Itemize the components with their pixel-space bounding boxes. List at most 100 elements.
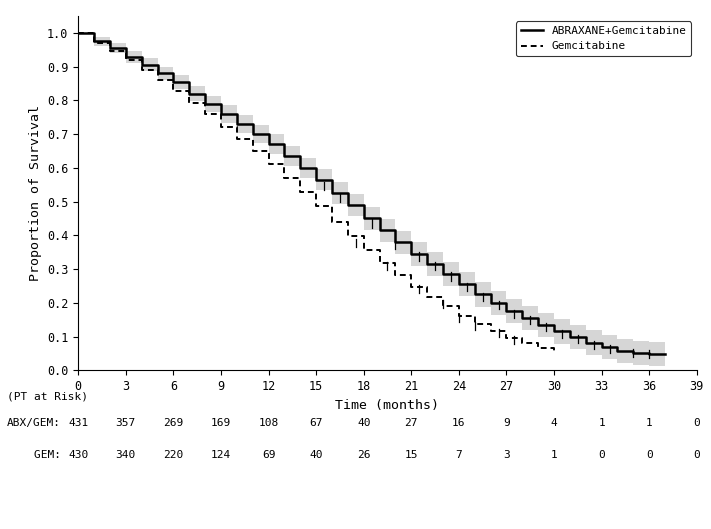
Gemcitabine <box>248 148 257 154</box>
Gemcitabine <box>486 328 495 334</box>
Gemcitabine <box>74 30 82 36</box>
ABRAXANE+Gemcitabine <box>106 45 114 51</box>
Gemcitabine <box>217 123 225 130</box>
Text: 27: 27 <box>405 418 418 428</box>
Text: 9: 9 <box>503 418 510 428</box>
ABRAXANE+Gemcitabine <box>391 239 400 245</box>
Gemcitabine <box>106 48 114 54</box>
ABRAXANE+Gemcitabine <box>74 30 82 36</box>
ABRAXANE+Gemcitabine <box>296 165 304 171</box>
ABRAXANE+Gemcitabine <box>454 281 463 287</box>
Text: 15: 15 <box>405 450 418 460</box>
Gemcitabine <box>439 303 447 309</box>
ABRAXANE+Gemcitabine <box>154 70 162 76</box>
Gemcitabine <box>518 340 527 346</box>
Text: 340: 340 <box>116 450 136 460</box>
Gemcitabine <box>471 321 479 327</box>
ABRAXANE+Gemcitabine <box>645 351 653 357</box>
Text: 4: 4 <box>550 418 557 428</box>
ABRAXANE+Gemcitabine <box>264 141 273 147</box>
ABRAXANE+Gemcitabine <box>534 322 542 328</box>
Text: 169: 169 <box>211 418 231 428</box>
ABRAXANE+Gemcitabine <box>169 78 178 85</box>
ABRAXANE+Gemcitabine <box>550 329 558 335</box>
Gemcitabine <box>407 284 415 290</box>
Gemcitabine <box>280 175 289 181</box>
Text: 16: 16 <box>452 418 466 428</box>
Text: 3: 3 <box>503 450 510 460</box>
ABRAXANE+Gemcitabine <box>185 90 193 97</box>
Gemcitabine <box>343 233 352 239</box>
Gemcitabine <box>296 189 304 195</box>
Text: 430: 430 <box>68 450 88 460</box>
ABRAXANE+Gemcitabine <box>248 131 257 137</box>
ABRAXANE+Gemcitabine <box>280 153 289 159</box>
Text: 124: 124 <box>211 450 231 460</box>
X-axis label: Time (months): Time (months) <box>336 398 439 412</box>
Gemcitabine <box>534 345 542 352</box>
ABRAXANE+Gemcitabine <box>217 111 225 117</box>
ABRAXANE+Gemcitabine <box>661 351 669 357</box>
ABRAXANE+Gemcitabine <box>502 308 510 314</box>
ABRAXANE+Gemcitabine <box>343 202 352 208</box>
Gemcitabine <box>185 100 193 106</box>
ABRAXANE+Gemcitabine <box>137 62 146 68</box>
Gemcitabine <box>550 350 558 356</box>
ABRAXANE+Gemcitabine <box>566 334 574 340</box>
ABRAXANE+Gemcitabine <box>471 291 479 297</box>
Y-axis label: Proportion of Survival: Proportion of Survival <box>28 105 41 281</box>
Gemcitabine <box>264 160 273 167</box>
Text: 0: 0 <box>598 450 605 460</box>
ABRAXANE+Gemcitabine <box>486 299 495 306</box>
Text: 220: 220 <box>164 450 183 460</box>
Gemcitabine <box>360 247 368 253</box>
ABRAXANE+Gemcitabine <box>439 271 447 277</box>
Text: (PT at Risk): (PT at Risk) <box>7 391 88 402</box>
Gemcitabine <box>137 67 146 73</box>
ABRAXANE+Gemcitabine <box>201 101 209 107</box>
Text: 0: 0 <box>646 450 653 460</box>
Gemcitabine <box>328 218 336 225</box>
Line: ABRAXANE+Gemcitabine: ABRAXANE+Gemcitabine <box>78 33 665 354</box>
ABRAXANE+Gemcitabine <box>613 348 621 354</box>
ABRAXANE+Gemcitabine <box>90 38 98 44</box>
Text: 26: 26 <box>357 450 370 460</box>
ABRAXANE+Gemcitabine <box>629 350 638 356</box>
Gemcitabine <box>502 335 510 341</box>
ABRAXANE+Gemcitabine <box>122 54 130 60</box>
Gemcitabine <box>391 272 400 278</box>
Gemcitabine <box>90 40 98 46</box>
Text: 67: 67 <box>309 418 323 428</box>
Gemcitabine <box>375 260 384 266</box>
Text: ABX/GEM:: ABX/GEM: <box>7 418 61 428</box>
Line: Gemcitabine: Gemcitabine <box>78 33 554 353</box>
Text: 1: 1 <box>598 418 605 428</box>
ABRAXANE+Gemcitabine <box>312 176 321 183</box>
ABRAXANE+Gemcitabine <box>232 121 241 127</box>
ABRAXANE+Gemcitabine <box>407 251 415 257</box>
Gemcitabine <box>122 57 130 63</box>
Text: 7: 7 <box>456 450 462 460</box>
Gemcitabine <box>201 111 209 117</box>
Text: 357: 357 <box>116 418 136 428</box>
Text: 269: 269 <box>164 418 183 428</box>
Text: 431: 431 <box>68 418 88 428</box>
Gemcitabine <box>169 88 178 94</box>
Gemcitabine <box>423 294 432 300</box>
ABRAXANE+Gemcitabine <box>597 344 606 351</box>
Text: 0: 0 <box>693 418 700 428</box>
Text: 0: 0 <box>693 450 700 460</box>
Text: 1: 1 <box>646 418 653 428</box>
Text: 108: 108 <box>258 418 279 428</box>
Gemcitabine <box>154 77 162 83</box>
Gemcitabine <box>454 313 463 319</box>
ABRAXANE+Gemcitabine <box>423 261 432 267</box>
ABRAXANE+Gemcitabine <box>582 340 590 346</box>
Text: 40: 40 <box>309 450 323 460</box>
Text: 69: 69 <box>262 450 275 460</box>
ABRAXANE+Gemcitabine <box>360 215 368 222</box>
Text: 1: 1 <box>550 450 557 460</box>
Gemcitabine <box>312 203 321 209</box>
ABRAXANE+Gemcitabine <box>375 227 384 233</box>
Text: GEM:: GEM: <box>7 450 61 460</box>
